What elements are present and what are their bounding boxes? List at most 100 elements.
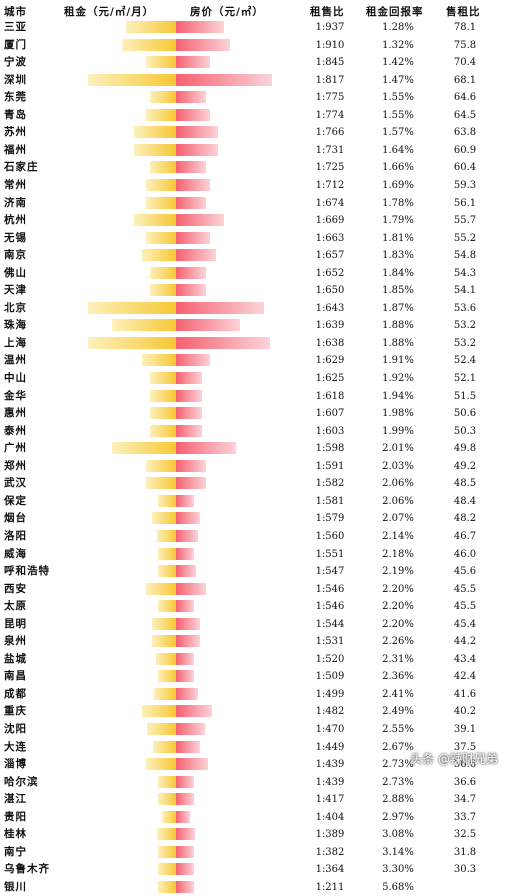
table-row: 南昌 1:509 2.36% 42.4 bbox=[0, 668, 506, 685]
table-row: 常州 1:712 1.69% 59.3 bbox=[0, 177, 506, 194]
header-rent: 租金（元/㎡/月） bbox=[64, 6, 155, 18]
table-row: 石家庄 1:725 1.66% 60.4 bbox=[0, 159, 506, 176]
table-row: 哈尔滨 1:439 2.73% 36.6 bbox=[0, 774, 506, 791]
rent-bar bbox=[146, 196, 176, 209]
ratio-value: 1:845 bbox=[315, 57, 345, 69]
rent-bar bbox=[161, 810, 176, 823]
yield-value: 1.88% bbox=[382, 337, 414, 349]
rent-bar bbox=[147, 723, 176, 735]
table-row: 南京 1:657 1.83% 54.8 bbox=[0, 247, 506, 264]
yield-value: 1.92% bbox=[382, 373, 414, 384]
ratio-value: 1:547 bbox=[315, 566, 345, 578]
pe-value: 31.8 bbox=[453, 846, 477, 858]
price-bar bbox=[176, 635, 200, 648]
city-label: 泉州 bbox=[4, 635, 27, 648]
table-row: 南宁 1:382 3.14% 31.8 bbox=[0, 844, 506, 861]
price-bar bbox=[176, 565, 197, 578]
city-label: 成都 bbox=[4, 687, 27, 700]
yield-value: 2.07% bbox=[382, 513, 414, 525]
ratio-value: 1:725 bbox=[315, 162, 345, 174]
pe-value: 42.4 bbox=[453, 671, 477, 683]
table-row: 东莞 1:775 1.55% 64.6 bbox=[0, 89, 506, 106]
price-bar bbox=[176, 600, 194, 613]
pe-value: 46.7 bbox=[453, 530, 477, 542]
yield-value: 2.49% bbox=[382, 706, 414, 718]
yield-value: 2.01% bbox=[382, 443, 414, 455]
price-bar bbox=[176, 91, 206, 104]
city-label: 厦门 bbox=[4, 38, 27, 51]
rent-bar bbox=[88, 301, 176, 314]
price-bar bbox=[176, 372, 203, 384]
ratio-value: 1:482 bbox=[315, 706, 345, 718]
city-label: 佛山 bbox=[4, 266, 27, 279]
pe-value: 51.5 bbox=[453, 390, 477, 402]
rent-bar bbox=[125, 21, 176, 33]
city-label: 宁波 bbox=[4, 56, 27, 69]
price-bar bbox=[176, 758, 209, 771]
ratio-value: 1:731 bbox=[315, 144, 345, 156]
yield-value: 2.03% bbox=[382, 460, 414, 472]
city-label: 武汉 bbox=[4, 477, 27, 490]
city-label: 威海 bbox=[4, 547, 27, 560]
ratio-value: 1:470 bbox=[315, 724, 345, 735]
pe-value: 63.8 bbox=[453, 127, 477, 139]
price-bar bbox=[176, 687, 198, 700]
rent-bar bbox=[152, 617, 176, 630]
pe-value: 40.2 bbox=[453, 706, 477, 718]
ratio-value: 1:712 bbox=[315, 179, 345, 191]
yield-value: 1.83% bbox=[382, 250, 414, 262]
pe-value: 45.4 bbox=[453, 618, 477, 630]
yield-value: 1.84% bbox=[382, 267, 414, 279]
header-yield: 租金回报率 bbox=[366, 6, 424, 18]
table-row: 银川 1:211 5.68% bbox=[0, 879, 506, 896]
pe-value: 59.3 bbox=[453, 179, 477, 191]
city-label: 温州 bbox=[4, 354, 27, 367]
rent-bar bbox=[149, 372, 176, 384]
ratio-value: 1:544 bbox=[315, 618, 345, 630]
price-bar bbox=[176, 354, 210, 367]
rent-bar bbox=[134, 214, 176, 227]
ratio-value: 1:598 bbox=[315, 443, 345, 455]
pe-value: 36.6 bbox=[453, 776, 477, 788]
table-row: 深圳 1:817 1.47% 68.1 bbox=[0, 72, 506, 89]
ratio-value: 1:582 bbox=[315, 478, 345, 490]
city-label: 南昌 bbox=[4, 670, 27, 683]
pe-value: 49.2 bbox=[453, 460, 477, 472]
price-bar bbox=[176, 196, 206, 209]
city-label: 深圳 bbox=[4, 73, 27, 86]
price-bar bbox=[176, 477, 206, 490]
yield-value: 3.30% bbox=[382, 864, 414, 876]
city-label: 石家庄 bbox=[4, 161, 39, 174]
city-label: 贵阳 bbox=[4, 810, 27, 823]
yield-value: 2.26% bbox=[382, 636, 414, 648]
yield-value: 2.67% bbox=[382, 741, 414, 753]
ratio-value: 1:546 bbox=[315, 601, 345, 613]
watermark: 头条 @辣财兄弟 bbox=[410, 752, 498, 766]
table-row: 福州 1:731 1.64% 60.9 bbox=[0, 142, 506, 159]
city-label: 北京 bbox=[4, 301, 27, 314]
city-label: 天津 bbox=[4, 284, 27, 297]
ratio-value: 1:625 bbox=[315, 373, 345, 384]
table-row: 无锡 1:663 1.81% 55.2 bbox=[0, 230, 506, 247]
price-bar bbox=[176, 21, 224, 33]
ratio-value: 1:382 bbox=[315, 846, 345, 858]
table-row: 温州 1:629 1.91% 52.4 bbox=[0, 352, 506, 369]
price-bar bbox=[176, 56, 210, 69]
price-bar bbox=[176, 582, 206, 595]
rent-bar bbox=[146, 56, 176, 69]
rent-price-chart: 城市 租金（元/㎡/月） 房价（元/㎡） 租售比 租金回报率 售租比 三亚 1:9… bbox=[0, 6, 506, 893]
city-label: 湛江 bbox=[4, 793, 27, 806]
yield-value: 1.47% bbox=[382, 74, 414, 86]
rent-bar bbox=[158, 670, 176, 683]
price-bar bbox=[176, 705, 212, 718]
yield-value: 1.69% bbox=[382, 179, 414, 191]
header-city: 城市 bbox=[4, 6, 27, 18]
rent-bar bbox=[134, 126, 176, 139]
yield-value: 1.88% bbox=[382, 320, 414, 332]
rent-bar bbox=[149, 161, 176, 174]
table-row: 杭州 1:669 1.79% 55.7 bbox=[0, 212, 506, 229]
yield-value: 2.97% bbox=[382, 811, 414, 823]
yield-value: 5.68% bbox=[382, 881, 414, 893]
table-row: 盐城 1:520 2.31% 43.4 bbox=[0, 651, 506, 668]
city-label: 金华 bbox=[4, 389, 27, 402]
